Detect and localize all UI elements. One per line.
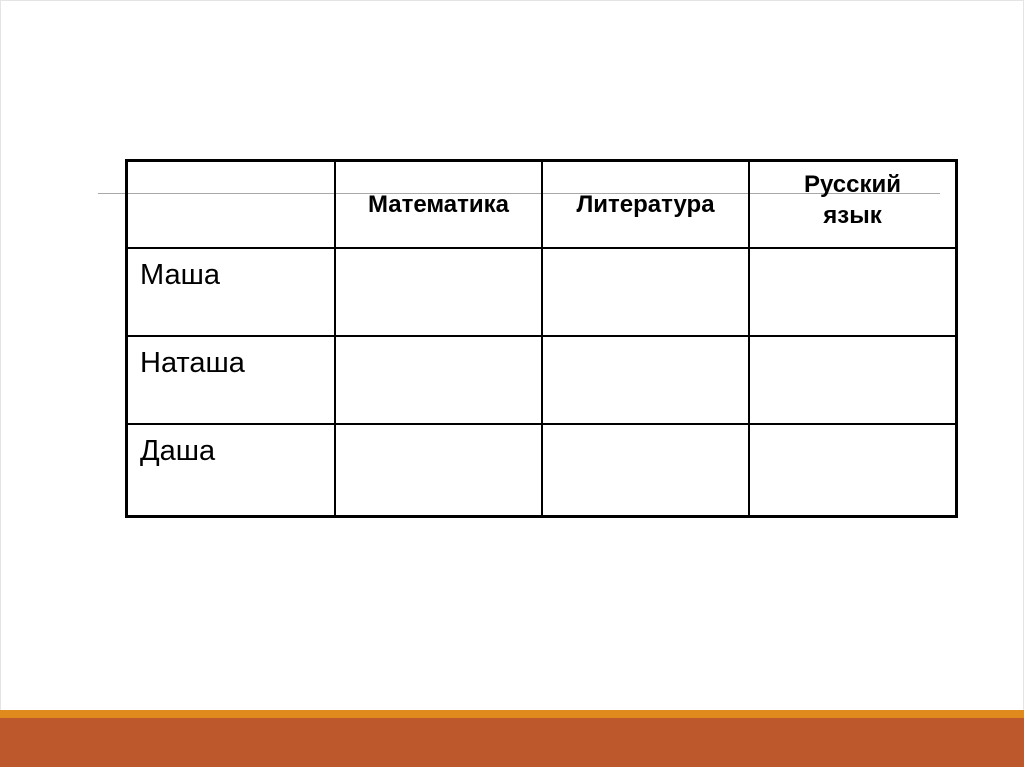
header-russian: Русский язык <box>748 159 958 249</box>
table-cell <box>334 335 543 425</box>
grades-table: Математика Литература Русский язык Маша … <box>125 159 958 518</box>
table-cell <box>334 423 543 518</box>
table-row: Даша <box>125 423 958 518</box>
row-name: Даша <box>125 423 336 518</box>
footer-band <box>0 718 1024 767</box>
table-cell <box>541 423 750 518</box>
accent-stripe <box>0 710 1024 718</box>
table-row: Маша <box>125 247 958 337</box>
table-cell <box>748 335 958 425</box>
table-cell <box>541 335 750 425</box>
header-russian-label: Русский язык <box>804 170 901 229</box>
header-math: Математика <box>334 159 543 249</box>
header-row: Математика Литература Русский язык <box>125 159 958 249</box>
table-cell <box>541 247 750 337</box>
table-cell <box>748 247 958 337</box>
header-literature: Литература <box>541 159 750 249</box>
table-cell <box>748 423 958 518</box>
row-name: Наташа <box>125 335 336 425</box>
row-name: Маша <box>125 247 336 337</box>
header-cell-empty <box>125 159 336 249</box>
table-cell <box>334 247 543 337</box>
table-row: Наташа <box>125 335 958 425</box>
